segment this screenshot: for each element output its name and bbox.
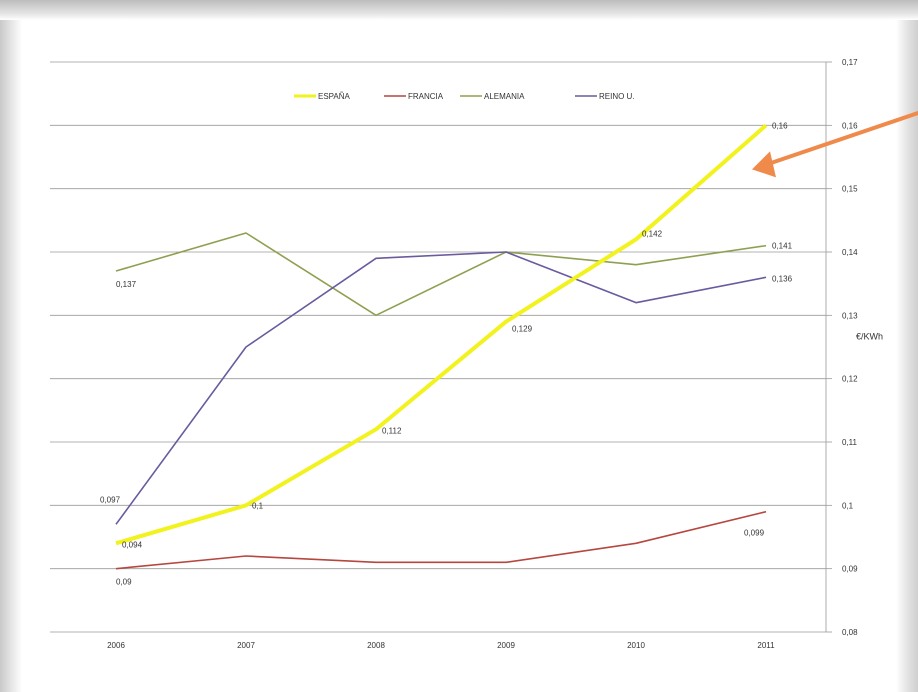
y-tick-label: 0,14 bbox=[842, 248, 858, 257]
data-label: 0,099 bbox=[744, 529, 765, 538]
data-label: 0,112 bbox=[382, 426, 402, 435]
x-tick-label: 2009 bbox=[497, 641, 515, 650]
x-tick-label: 2007 bbox=[237, 641, 255, 650]
y-tick-label: 0,08 bbox=[842, 628, 858, 637]
x-tick-label: 2008 bbox=[367, 641, 385, 650]
data-label: 0,16 bbox=[772, 121, 788, 130]
annotation-arrow bbox=[752, 111, 918, 178]
y-tick-label: 0,09 bbox=[842, 565, 858, 574]
series-line-reinou bbox=[115, 251, 767, 525]
series-lines bbox=[115, 123, 768, 570]
y-axis-label: €/KWh bbox=[856, 331, 883, 341]
data-label: 0,141 bbox=[772, 242, 793, 251]
data-label: 0,09 bbox=[116, 578, 132, 587]
series-line-espaa bbox=[115, 123, 768, 546]
legend-label: FRANCIA bbox=[408, 92, 444, 101]
x-axis-ticks: 2006 2007 2008 2009 2010 2011 bbox=[107, 641, 775, 650]
slide-top-shadow bbox=[0, 0, 918, 20]
data-label: 0,129 bbox=[512, 325, 533, 334]
data-label: 0,142 bbox=[642, 229, 663, 238]
data-label: 0,136 bbox=[772, 274, 793, 283]
legend-label: ESPAÑA bbox=[318, 92, 351, 101]
legend-label: ALEMANIA bbox=[484, 92, 525, 101]
legend: ESPAÑA FRANCIA ALEMANIA REINO U. bbox=[294, 92, 635, 101]
x-tick-label: 2011 bbox=[757, 641, 775, 650]
arrow-shaft bbox=[762, 111, 918, 168]
y-tick-label: 0,12 bbox=[842, 375, 858, 384]
y-tick-label: 0,15 bbox=[842, 185, 858, 194]
legend-label: REINO U. bbox=[599, 92, 635, 101]
data-labels: 0,094 0,1 0,112 0,129 0,142 0,16 0,09 0,099 0,13… bbox=[100, 121, 793, 586]
data-label: 0,097 bbox=[100, 495, 121, 504]
y-tick-label: 0,11 bbox=[842, 438, 858, 447]
y-tick-label: 0,1 bbox=[842, 501, 854, 510]
y-tick-label: 0,13 bbox=[842, 311, 858, 320]
series-line-alemania bbox=[115, 232, 767, 317]
y-axis-ticks: 0,08 0,09 0,1 0,11 0,12 0,13 0,14 0,15 0,16 0,17 bbox=[842, 58, 858, 637]
series-line-francia bbox=[115, 510, 767, 570]
gridlines bbox=[50, 61, 832, 633]
y-tick-label: 0,16 bbox=[842, 121, 858, 130]
data-label: 0,1 bbox=[252, 501, 264, 510]
arrow-head bbox=[752, 151, 776, 178]
data-label: 0,094 bbox=[122, 540, 143, 549]
x-tick-label: 2006 bbox=[107, 641, 125, 650]
x-tick-label: 2010 bbox=[627, 641, 645, 650]
data-label: 0,137 bbox=[116, 280, 137, 289]
y-tick-label: 0,17 bbox=[842, 58, 858, 67]
